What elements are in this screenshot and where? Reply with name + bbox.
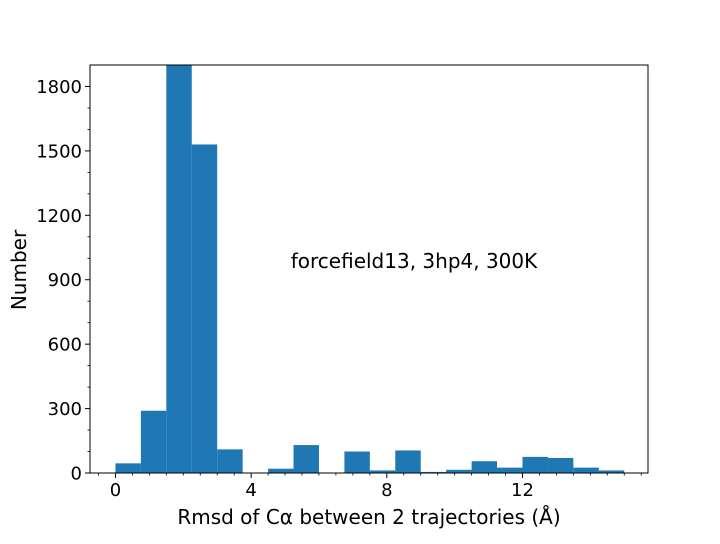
x-axis-label: Rmsd of Cα between 2 trajectories (Å)	[177, 505, 560, 529]
histogram-bar	[547, 457, 574, 473]
histogram-bar	[497, 467, 523, 473]
histogram-bar	[217, 449, 243, 473]
y-tick-label: 1800	[36, 77, 82, 98]
x-tick-label: 8	[381, 480, 392, 501]
x-tick-label: 12	[511, 480, 534, 501]
histogram-bar	[140, 410, 167, 473]
histogram-bar	[395, 450, 421, 473]
histogram-bar	[446, 469, 472, 473]
histogram-bar	[293, 445, 319, 473]
histogram-bar	[573, 467, 599, 473]
bars-group	[115, 65, 625, 473]
y-tick-label: 1500	[36, 141, 82, 162]
plot-frame	[89, 64, 649, 474]
histogram-bar	[344, 451, 370, 473]
x-tick-label: 0	[110, 480, 121, 501]
y-tick-label: 600	[48, 335, 82, 356]
histogram-bar	[166, 65, 192, 473]
y-tick-label: 0	[71, 464, 82, 485]
histogram-bar	[471, 461, 498, 473]
x-tick-label: 4	[245, 480, 256, 501]
y-tick-label: 900	[48, 270, 82, 291]
histogram-bar	[115, 463, 141, 473]
annotation-text: forcefield13, 3hp4, 300K	[291, 249, 538, 273]
y-tick-label: 300	[48, 399, 82, 420]
histogram-bar	[191, 144, 218, 473]
histogram-bar	[420, 471, 447, 473]
y-axis-label: Number	[7, 229, 31, 310]
histogram-bar	[369, 470, 396, 473]
x-axis: 0 4 8 12	[110, 473, 534, 501]
histogram-bar	[522, 456, 548, 473]
y-axis: 0 300 600 900 1200 1500 1800	[36, 77, 90, 485]
histogram-bar	[268, 468, 294, 473]
histogram-bar	[598, 470, 625, 473]
y-tick-label: 1200	[36, 206, 82, 227]
